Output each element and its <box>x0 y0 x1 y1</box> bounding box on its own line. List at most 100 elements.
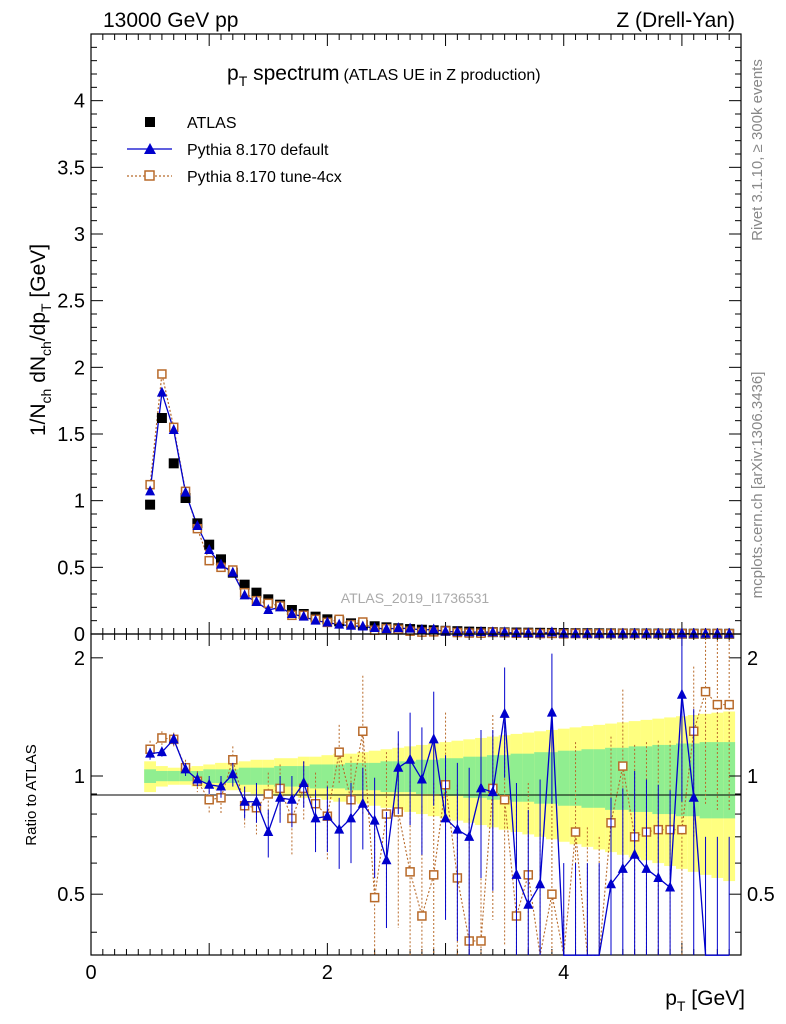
default-point <box>168 424 179 434</box>
default-ratio-point <box>464 830 475 841</box>
default-point <box>346 619 356 630</box>
ratio-axes: 0.5 0.5 1 1 2 2 0 2 4 <box>57 634 775 984</box>
default-point <box>405 622 416 633</box>
default-point <box>428 623 439 634</box>
legend-label-tune: Pythia 8.170 tune-4cx <box>187 169 342 186</box>
tune-ratio-point <box>700 686 711 697</box>
tune-point <box>157 369 167 379</box>
default-ratio-point <box>227 768 238 779</box>
tune-ratio-point <box>263 789 274 799</box>
y-tick-label: 4 <box>74 91 85 113</box>
default-ratio-point <box>239 795 250 806</box>
default-point <box>239 589 250 600</box>
green-band <box>144 769 156 783</box>
y-tick-label: 1.5 <box>57 424 85 446</box>
default-point <box>700 627 711 638</box>
tune-ratio-point <box>476 936 486 946</box>
default-point <box>204 544 215 554</box>
tune-ratio-point <box>157 733 167 743</box>
default-ratio-point <box>156 746 167 757</box>
default-ratio-point <box>606 878 616 889</box>
y-tick-label: 2.5 <box>57 291 85 313</box>
legend-marker-default <box>144 143 156 154</box>
default-ratio-point <box>405 753 416 764</box>
tune-ratio-point <box>405 867 415 877</box>
green-band <box>652 744 665 815</box>
default-point <box>416 623 427 634</box>
green-band <box>368 762 381 791</box>
default-point <box>452 625 463 636</box>
ratio-y-tick-label: 0.5 <box>57 884 85 906</box>
default-ratio-point <box>452 823 463 834</box>
default-ratio-point <box>535 878 546 889</box>
default-ratio-point <box>499 707 510 718</box>
default-ratio-point <box>310 812 321 823</box>
tune-ratio-point <box>358 726 368 737</box>
legend-marker-atlas <box>145 117 155 127</box>
default-ratio-point <box>298 776 309 787</box>
y-tick-label: 0.5 <box>57 557 85 579</box>
default-ratio-point <box>286 793 297 804</box>
default-ratio-point <box>653 871 664 882</box>
default-point <box>558 627 569 638</box>
default-ratio-point <box>523 898 534 909</box>
tune-ratio-point <box>334 747 344 757</box>
default-ratio-point <box>216 780 226 791</box>
default-point <box>381 623 392 634</box>
x-tick-label: 4 <box>558 962 569 984</box>
default-point <box>263 604 274 614</box>
ylabel-fragment: [GeV] <box>27 244 50 304</box>
ratio-panel-frame <box>90 633 742 956</box>
default-ratio-point <box>180 763 191 774</box>
green-band <box>250 767 263 785</box>
default-ratio-point <box>617 862 628 873</box>
default-point <box>298 610 309 621</box>
y-tick-label: 0 <box>74 624 85 646</box>
default-point <box>535 627 546 638</box>
default-ratio-point <box>641 862 652 873</box>
tune-point <box>204 555 214 566</box>
x-tick-label: 2 <box>322 962 333 984</box>
default-point <box>641 627 652 638</box>
green-band <box>699 742 712 819</box>
default-point <box>227 566 238 577</box>
header-right: Z (Drell-Yan) <box>616 9 735 32</box>
tune-ratio-point <box>618 761 628 771</box>
default-ratio-point <box>192 773 203 784</box>
default-ratio-point <box>416 773 427 784</box>
ratio-y-tick-label: 1 <box>74 766 85 788</box>
default-point <box>216 558 226 569</box>
green-band <box>605 747 617 810</box>
ylabel-fragment: 1/N <box>27 403 50 436</box>
svg-text:Ratio to ATLAS: Ratio to ATLAS <box>23 744 40 845</box>
y-tick-label: 3.5 <box>57 157 85 179</box>
y-tick-label: 1 <box>74 491 85 513</box>
default-ratio-point <box>676 688 687 699</box>
ratio-chart-marks <box>145 633 734 956</box>
default-point <box>676 627 687 638</box>
default-point <box>322 616 333 627</box>
default-ratio-point <box>334 823 345 834</box>
default-ratio-point <box>204 778 215 789</box>
tune-ratio-point <box>499 795 510 805</box>
x-axis-label: pT [GeV] <box>665 987 745 1014</box>
tune-ratio-point <box>677 824 687 835</box>
svg-text:Rivet 3.1.10, ≥ 300k events: Rivet 3.1.10, ≥ 300k events <box>749 59 766 241</box>
default-point <box>665 627 676 638</box>
tune-ratio-point <box>724 699 734 710</box>
default-ratio-point <box>263 826 274 837</box>
x-tick-label: 0 <box>85 962 96 984</box>
default-ratio-point <box>546 706 557 717</box>
ylabel-fragment: T <box>38 303 54 312</box>
default-ratio-point <box>145 747 156 758</box>
default-point <box>653 627 664 638</box>
ratio-y-tick-label-right: 2 <box>747 648 758 670</box>
default-point <box>617 627 628 638</box>
default-point <box>251 596 262 606</box>
ratio-y-tick-label: 2 <box>74 648 85 670</box>
green-band <box>156 770 168 782</box>
green-band <box>238 767 251 785</box>
default-ratio-point <box>251 795 262 806</box>
green-band <box>262 767 275 785</box>
